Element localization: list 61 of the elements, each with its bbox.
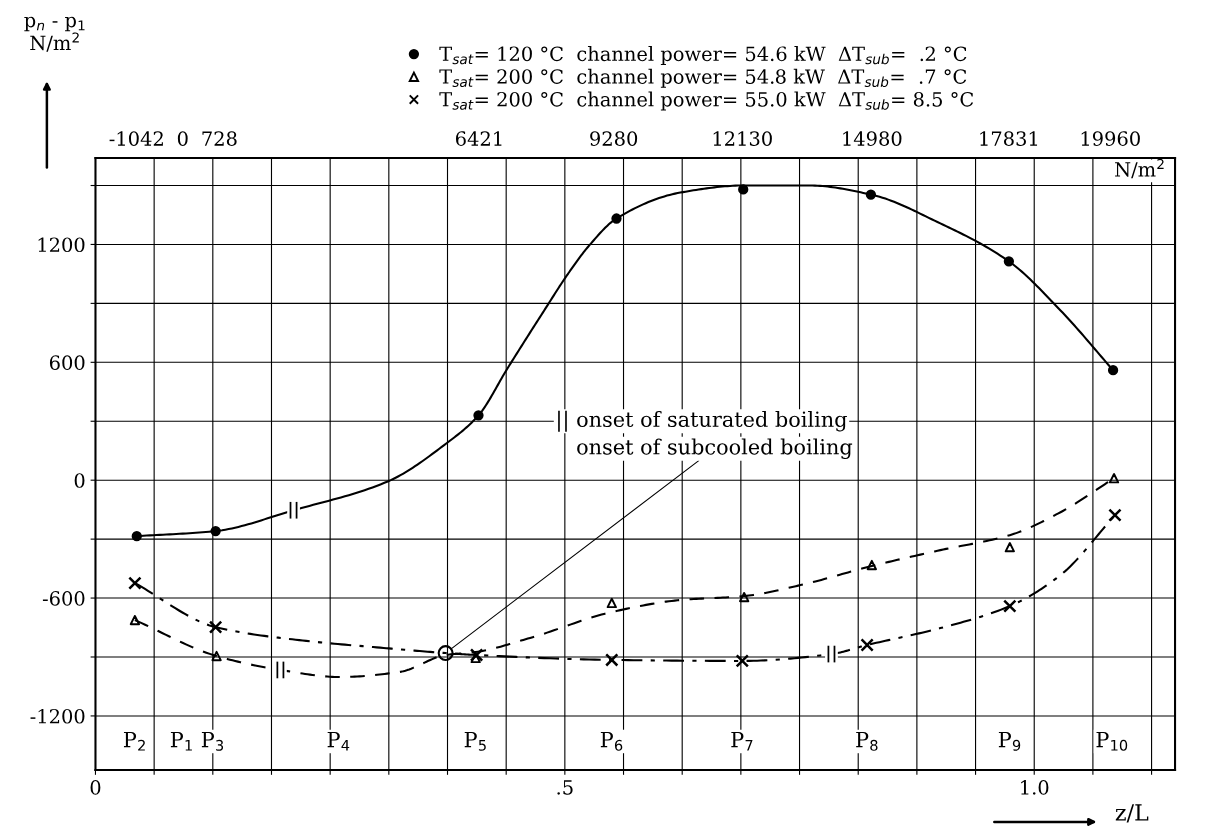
point xyxy=(469,648,484,662)
y-tick-label: -1200 xyxy=(30,708,85,724)
text: 19960 xyxy=(1081,131,1140,146)
point xyxy=(211,650,222,662)
point xyxy=(473,410,484,421)
annotation: || xyxy=(276,661,285,679)
annotation: P$_{8}$ xyxy=(856,732,878,751)
annotation: || onset of saturated boiling xyxy=(558,410,847,432)
text: 6421 xyxy=(455,131,502,146)
y-tick-label: 600 xyxy=(49,355,85,370)
x-tick-label: 0 xyxy=(90,780,101,795)
point xyxy=(1003,256,1015,267)
annotation: P$_{6}$ xyxy=(600,732,623,751)
text: 0 xyxy=(177,131,188,146)
annotation: P$_{1}$ xyxy=(170,732,192,751)
legend-label: T$_{sat}$= 120 °C channel power= 54.6 kW ΔT$_{sub}$= .2 °C xyxy=(439,46,967,65)
x-tick-label: .5 xyxy=(557,780,573,795)
point xyxy=(735,654,750,668)
point xyxy=(606,597,617,609)
y-tick-label: 1200 xyxy=(38,237,85,253)
y-tick-label: -600 xyxy=(42,591,85,606)
text: 14980 xyxy=(843,131,902,146)
annotation: P$_{4}$ xyxy=(327,732,350,751)
x-axis-title: z/L xyxy=(1115,804,1149,823)
point xyxy=(865,189,877,200)
annotation: P$_{7}$ xyxy=(731,732,753,751)
annotation: || xyxy=(827,645,836,663)
annotation: onset of subcooled boiling xyxy=(577,438,853,459)
point xyxy=(739,591,750,603)
point xyxy=(866,559,877,571)
point xyxy=(1108,508,1122,522)
point xyxy=(131,531,142,542)
point xyxy=(1108,473,1120,484)
point xyxy=(611,213,622,224)
text: 728 xyxy=(202,131,237,146)
point xyxy=(129,614,141,626)
point xyxy=(128,576,142,590)
y-tick-label: 0 xyxy=(74,473,85,488)
legend-label: T$_{sat}$= 200 °C channel power= 54.8 kW ΔT$_{sub}$= .7 °C xyxy=(439,68,967,88)
text: -1042 xyxy=(109,131,163,146)
annotation: || xyxy=(289,501,298,519)
legend-label: T$_{sat}$= 200 °C channel power= 55.0 kW ΔT$_{sub}$= 8.5 °C xyxy=(439,91,974,111)
point xyxy=(208,620,223,634)
annotation: N/m$^{2}$ xyxy=(1115,158,1164,179)
point xyxy=(604,653,619,667)
point xyxy=(1004,542,1015,553)
annotation: P$_{2}$ xyxy=(123,732,145,751)
annotation: P$_{9}$ xyxy=(998,732,1021,751)
annotation: P$_{3}$ xyxy=(201,732,224,751)
point xyxy=(860,638,874,652)
annotation: P$_{10}$ xyxy=(1096,732,1128,751)
text: p$_{n}$ - p$_{1}$ N/m$^{2}$ xyxy=(24,16,85,52)
annotation: P$_{5}$ xyxy=(464,732,486,751)
point xyxy=(738,184,749,195)
point xyxy=(1107,365,1119,376)
text: 9280 xyxy=(590,131,638,146)
point xyxy=(210,525,221,537)
text: 17831 xyxy=(980,131,1038,146)
point xyxy=(1003,599,1017,613)
text: 12130 xyxy=(713,131,772,146)
x-tick-label: 1.0 xyxy=(1021,780,1049,795)
